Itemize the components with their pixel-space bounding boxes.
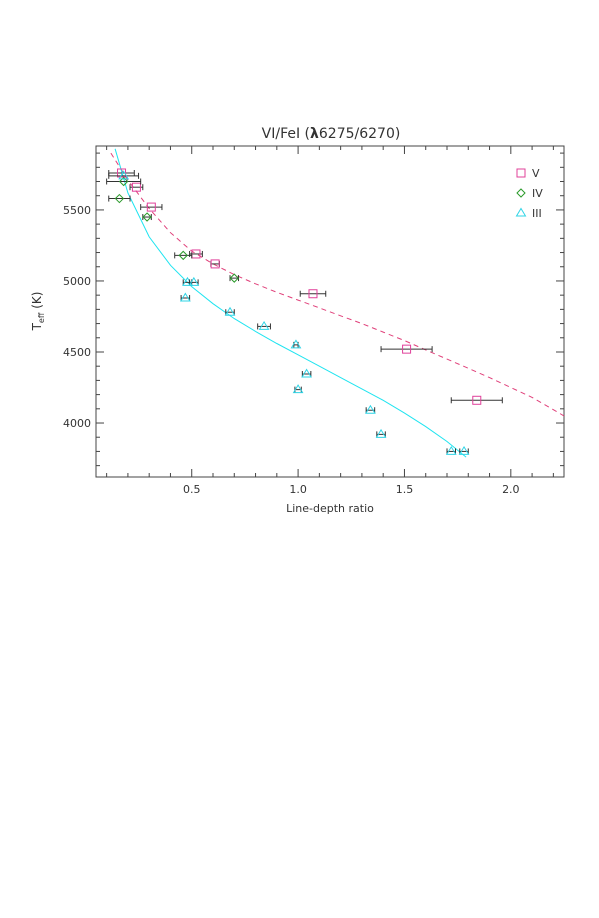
point-v xyxy=(402,344,412,354)
plot-frame xyxy=(95,145,565,478)
point-iv xyxy=(118,176,129,187)
y-tick-label: 4000 xyxy=(63,417,91,430)
point-iii xyxy=(445,445,457,455)
point-v xyxy=(472,395,482,405)
fit-curve-iii xyxy=(114,148,467,458)
point-iv xyxy=(114,193,125,204)
x-tick-label: 2.0 xyxy=(502,483,520,496)
point-iii xyxy=(375,428,387,438)
legend-label-iv: IV xyxy=(532,187,543,200)
point-iii xyxy=(224,306,236,316)
y-tick-label: 5000 xyxy=(63,275,91,288)
y-tick-label: 5500 xyxy=(63,204,91,217)
y-axis-label: Teff (K) xyxy=(30,292,46,332)
lambda-glyph: λ xyxy=(310,126,319,142)
point-iv xyxy=(142,212,152,222)
x-tick-label: 1.5 xyxy=(396,483,414,496)
legend-label-v: V xyxy=(532,167,540,180)
point-v xyxy=(210,259,220,269)
legend-marker-iii xyxy=(515,207,527,217)
point-v xyxy=(117,168,127,178)
point-iii xyxy=(292,384,304,394)
point-iii xyxy=(458,445,470,455)
point-iii xyxy=(258,320,270,330)
point-iii xyxy=(301,368,312,378)
legend: V IV III xyxy=(515,167,543,220)
point-v xyxy=(131,182,141,192)
x-tick-label: 0.5 xyxy=(183,483,201,496)
point-iv xyxy=(229,273,239,283)
fit-curves xyxy=(110,148,565,458)
legend-marker-v xyxy=(516,168,526,178)
fit-curve-v xyxy=(110,152,565,417)
legend-marker-iv xyxy=(516,188,526,198)
y-tick-label: 4500 xyxy=(63,346,91,359)
chart-title: VI/FeI (λ6275/6270) xyxy=(262,126,401,142)
point-iii xyxy=(290,339,302,349)
point-v xyxy=(146,202,156,212)
point-iii xyxy=(179,292,191,302)
point-iii xyxy=(118,170,130,180)
point-v xyxy=(308,289,318,299)
axis-ticks: 0.5 1.0 1.5 2.0 4000 4500 5000 5500 xyxy=(63,146,564,496)
point-iv xyxy=(178,250,188,261)
x-axis-label: Line-depth ratio xyxy=(286,502,374,515)
point-iii xyxy=(365,404,376,414)
x-tick-label: 1.0 xyxy=(289,483,307,496)
legend-label-iii: III xyxy=(532,207,542,220)
data-points xyxy=(106,168,503,455)
point-iii xyxy=(188,276,200,286)
